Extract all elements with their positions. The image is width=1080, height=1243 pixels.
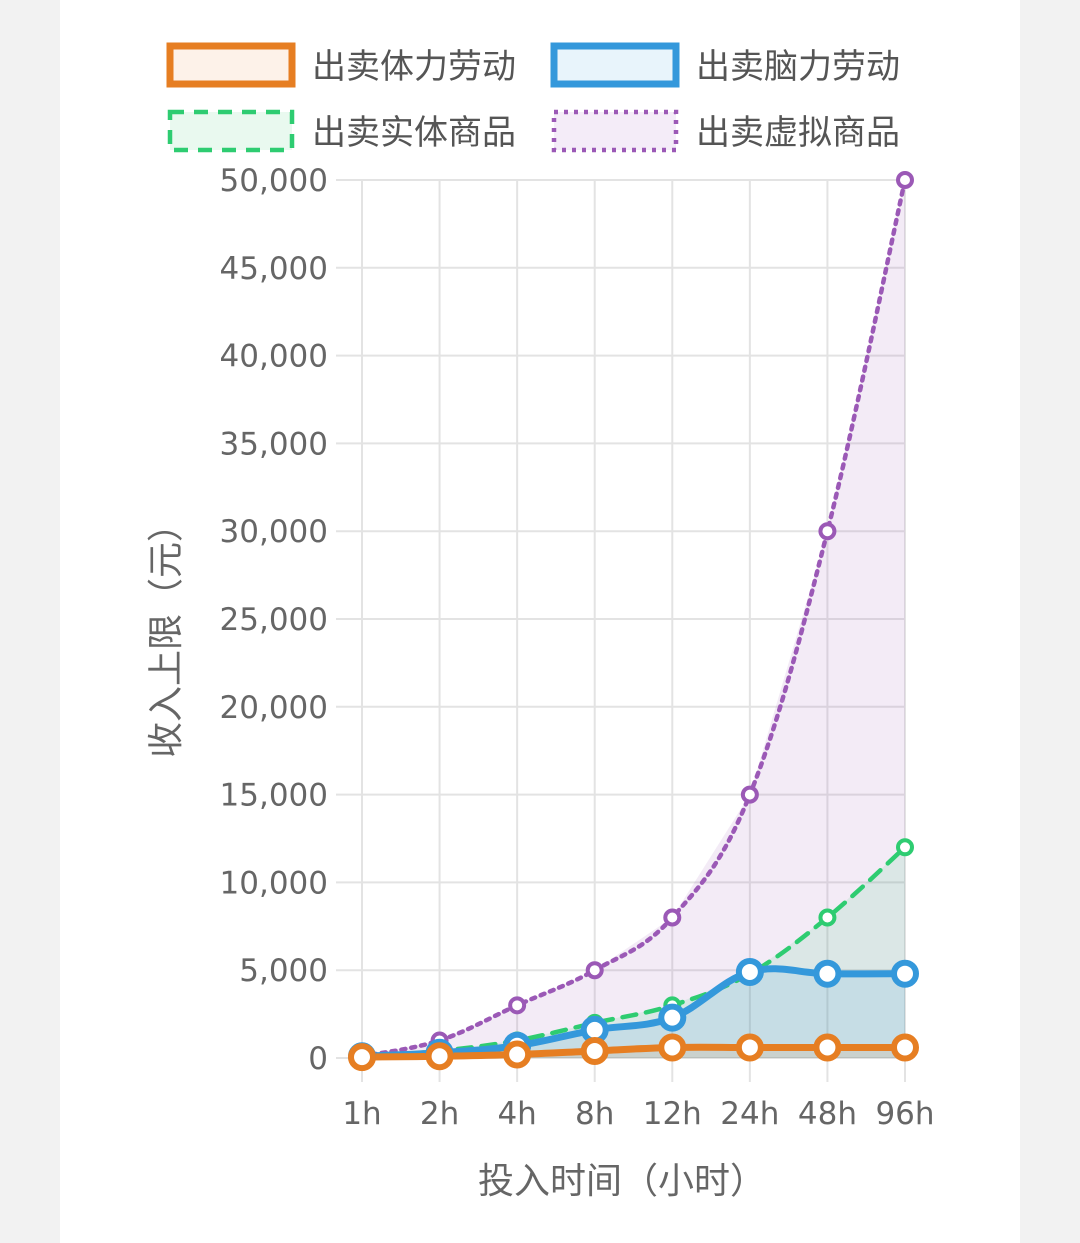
- data-point[interactable]: [658, 1003, 687, 1032]
- data-point[interactable]: [818, 908, 837, 927]
- data-point[interactable]: [425, 1042, 454, 1071]
- y-tick-label: 30,000: [220, 514, 328, 550]
- data-point[interactable]: [735, 957, 764, 986]
- y-axis-title: 收入上限（元）: [146, 506, 187, 758]
- series-area: [362, 847, 905, 1058]
- y-tick-label: 10,000: [220, 865, 328, 901]
- legend-swatch[interactable]: [167, 109, 295, 153]
- y-tick-label: 0: [308, 1041, 328, 1077]
- y-tick-label: 15,000: [220, 778, 328, 814]
- x-tick-label: 4h: [497, 1096, 536, 1132]
- data-point[interactable]: [896, 171, 914, 189]
- data-point[interactable]: [891, 959, 919, 988]
- y-tick-label: 20,000: [220, 690, 328, 726]
- series-line: [359, 177, 908, 1059]
- data-point[interactable]: [735, 1033, 764, 1062]
- data-point[interactable]: [818, 522, 837, 541]
- y-tick-label: 40,000: [220, 339, 328, 375]
- legend-label[interactable]: 出卖脑力劳动: [696, 47, 900, 87]
- y-tick-label: 5,000: [239, 953, 328, 989]
- y-tick-label: 35,000: [220, 426, 328, 462]
- x-axis-ticks: 1h 2h 4h 8h 12h 24h 48h 96h: [342, 1096, 934, 1132]
- data-point[interactable]: [813, 959, 842, 988]
- legend-swatch[interactable]: [551, 109, 679, 153]
- data-point[interactable]: [503, 1040, 532, 1069]
- data-point[interactable]: [740, 785, 759, 804]
- x-tick-label: 48h: [798, 1096, 857, 1132]
- y-tick-label: 25,000: [220, 602, 328, 638]
- x-tick-label: 96h: [875, 1096, 934, 1132]
- data-point[interactable]: [813, 1033, 842, 1062]
- series-area: [362, 971, 905, 1058]
- data-point[interactable]: [508, 996, 527, 1015]
- y-axis-ticks: 0 5,000 10,000 15,000 20,000 25,000 30,000 35,0…: [220, 163, 328, 1077]
- y-tick-label: 50,000: [220, 163, 328, 199]
- legend-label[interactable]: 出卖实体商品: [312, 113, 516, 153]
- y-tick-label: 45,000: [220, 251, 328, 287]
- data-point[interactable]: [585, 961, 604, 980]
- data-point[interactable]: [891, 1033, 919, 1062]
- series-area: [362, 180, 905, 1058]
- data-point[interactable]: [658, 1033, 687, 1062]
- x-tick-label: 1h: [342, 1096, 381, 1132]
- x-tick-label: 8h: [575, 1096, 614, 1132]
- x-tick-label: 2h: [420, 1096, 459, 1132]
- legend-label[interactable]: 出卖体力劳动: [312, 47, 516, 87]
- legend-swatch[interactable]: [166, 42, 296, 88]
- data-point[interactable]: [580, 1036, 609, 1065]
- legend-label[interactable]: 出卖虚拟商品: [696, 113, 900, 153]
- x-tick-label: 12h: [643, 1096, 702, 1132]
- series-points: [348, 171, 919, 1072]
- x-tick-label: 24h: [720, 1096, 779, 1132]
- data-point[interactable]: [348, 1043, 376, 1072]
- legend-swatch[interactable]: [550, 42, 680, 88]
- grid: [336, 179, 906, 1082]
- data-point[interactable]: [896, 838, 914, 857]
- data-point[interactable]: [663, 908, 682, 927]
- x-axis-title: 投入时间（小时）: [478, 1161, 766, 1202]
